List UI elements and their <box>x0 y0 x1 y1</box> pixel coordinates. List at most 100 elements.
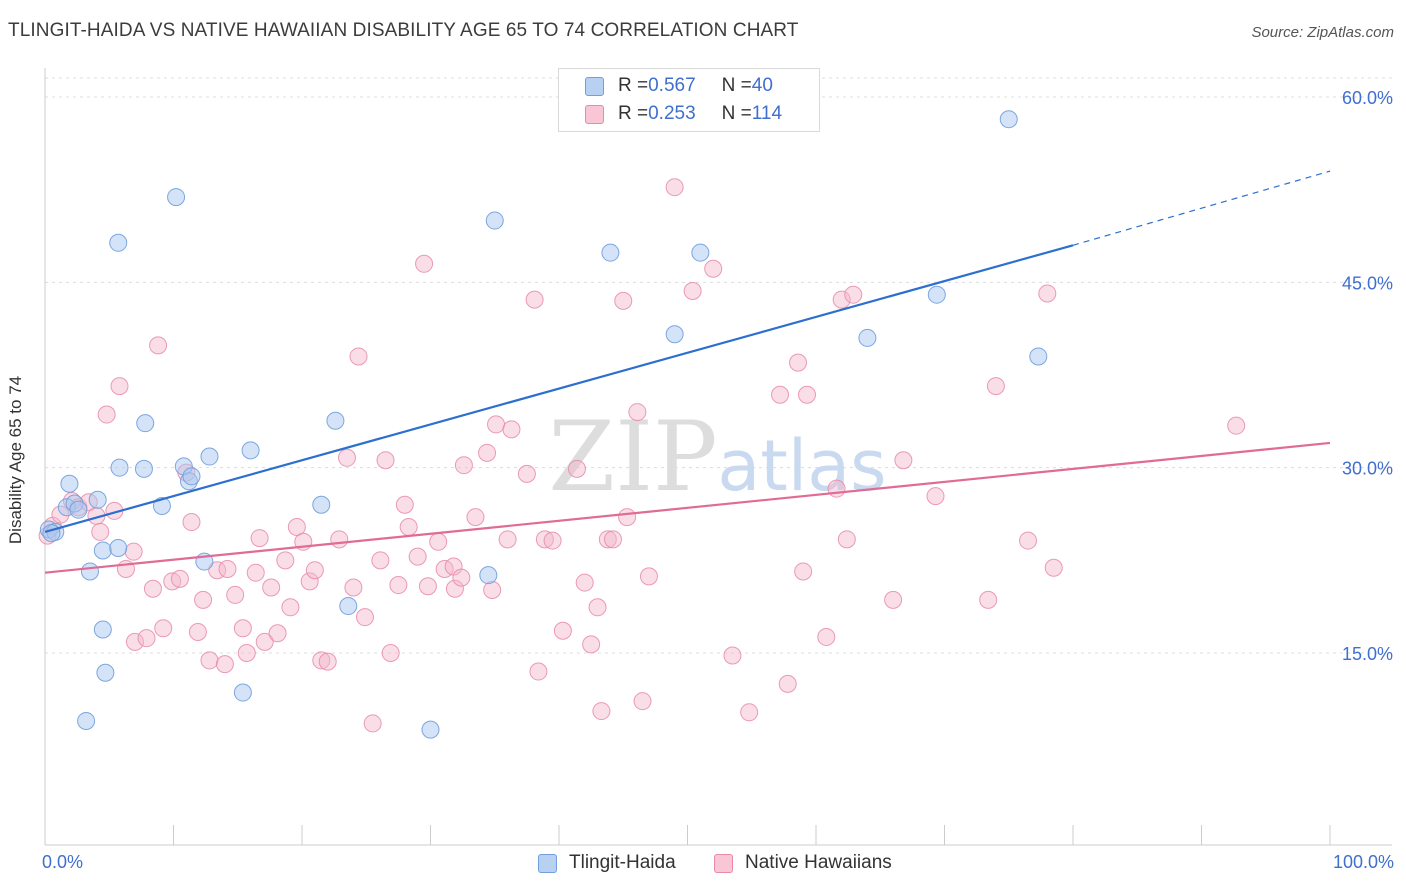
legend-item-native-hawaiians[interactable]: Native Hawaiians <box>714 852 892 874</box>
tlingit-haida-point <box>479 566 498 585</box>
native-hawaiians-point <box>110 377 129 396</box>
native-hawaiians-point <box>614 291 633 310</box>
native-hawaiians-point <box>789 353 808 372</box>
tlingit-haida-points <box>39 110 1048 739</box>
legend-n-label: N = <box>721 75 752 96</box>
legend-item-label: Native Hawaiians <box>745 852 892 873</box>
tlingit-haida-swatch <box>538 853 557 873</box>
y-tick-label: 15.0% <box>1342 644 1393 664</box>
native-hawaiians-point <box>399 517 418 536</box>
native-hawaiians-point <box>429 532 448 551</box>
native-hawaiians-point <box>137 629 156 648</box>
native-hawaiians-point <box>91 522 110 541</box>
tlingit-haida-point <box>241 441 260 460</box>
native-hawaiians-point <box>237 644 256 662</box>
legend-n-label: N = <box>721 103 752 124</box>
native-hawaiians-point <box>794 562 813 581</box>
native-hawaiians-point <box>633 692 652 711</box>
legend-item-tlingit-haida[interactable]: Tlingit-Haida <box>538 852 676 874</box>
tlingit-haida-point <box>167 188 186 207</box>
legend-r-value: 0.567 <box>648 75 696 96</box>
tlingit-haida-point <box>858 328 877 347</box>
y-tick-label: 60.0% <box>1342 88 1393 108</box>
native-hawaiians-point <box>188 622 207 641</box>
native-hawaiians-trendline <box>44 441 1331 574</box>
native-hawaiians-point <box>582 635 601 654</box>
native-hawaiians-point <box>827 479 846 498</box>
tlingit-haida-point <box>80 562 99 581</box>
chart-title: TLINGIT-HAIDA VS NATIVE HAWAIIAN DISABIL… <box>8 20 799 41</box>
native-hawaiians-point <box>233 619 252 638</box>
native-hawaiians-point <box>170 569 189 588</box>
tlingit-haida-point <box>109 538 128 557</box>
native-hawaiians-point <box>330 530 349 549</box>
native-hawaiians-point <box>97 405 116 424</box>
tlingit-haida-point <box>691 243 710 262</box>
tlingit-haida-point <box>312 495 331 514</box>
legend-r-label: R = <box>618 103 649 124</box>
native-hawaiians-swatch <box>714 853 733 873</box>
native-hawaiians-point <box>704 259 723 278</box>
tlingit-haida-point <box>200 447 219 466</box>
native-hawaiians-point <box>979 590 998 609</box>
native-hawaiians-point <box>395 495 414 514</box>
native-hawaiians-point <box>1044 558 1063 577</box>
y-tick-label: 30.0% <box>1342 459 1393 479</box>
tlingit-haida-point <box>999 110 1018 129</box>
tlingit-haida-point <box>339 597 358 616</box>
native-hawaiians-point <box>986 377 1005 396</box>
native-hawaiians-point <box>771 385 790 404</box>
legend-item-label: Tlingit-Haida <box>569 852 676 873</box>
tlingit-haida-point <box>60 474 79 493</box>
native-hawaiians-point <box>844 285 863 304</box>
native-hawaiians-point <box>262 578 281 597</box>
native-hawaiians-point <box>588 598 607 617</box>
tlingit-haida-point <box>93 620 112 639</box>
tlingit-haida-point <box>88 490 107 509</box>
tlingit-haida-point <box>69 500 88 519</box>
native-hawaiians-point <box>337 448 356 467</box>
native-hawaiians-point <box>305 561 324 580</box>
native-hawaiians-point <box>575 573 594 592</box>
native-hawaiians-point <box>454 456 473 475</box>
tlingit-haida-point <box>927 285 946 304</box>
native-hawaiians-point <box>525 290 544 309</box>
axes <box>44 68 1392 846</box>
tlingit-haida-point <box>665 325 684 344</box>
native-hawaiians-point <box>255 632 274 651</box>
native-hawaiians-point <box>1227 416 1246 435</box>
native-hawaiians-point <box>529 662 548 681</box>
native-hawaiians-point <box>884 590 903 609</box>
native-hawaiians-point <box>418 577 437 596</box>
watermark: ZIP atlas <box>548 401 886 513</box>
x-tick-label-min: 0.0% <box>42 852 84 872</box>
native-hawaiians-point <box>740 703 759 722</box>
native-hawaiians-point <box>408 547 427 566</box>
source-label: Source: ZipAtlas.com <box>1251 24 1394 41</box>
native-hawaiians-point <box>318 652 337 671</box>
native-hawaiians-point <box>683 281 702 300</box>
native-hawaiians-point <box>502 420 521 439</box>
tlingit-haida-point <box>134 459 153 478</box>
native-hawaiians-point <box>312 651 331 670</box>
native-hawaiians-point <box>363 714 382 733</box>
tlingit-haida-point <box>326 411 345 430</box>
native-hawaiians-point <box>381 644 400 662</box>
native-hawaiians-point <box>837 530 856 549</box>
native-hawaiians-point <box>452 568 471 587</box>
legend-n-value: 40 <box>751 75 773 96</box>
legend-row-tlingit-haida: R = 0.567 N = 40 <box>585 73 773 99</box>
native-hawaiians-point <box>543 531 562 550</box>
y-tick-labels: 15.0% 30.0% 45.0% 60.0% <box>1342 88 1393 664</box>
native-hawaiians-point <box>287 517 306 536</box>
native-hawaiians-point <box>300 572 319 591</box>
native-hawaiians-point <box>371 551 390 570</box>
legend-r-label: R = <box>618 75 649 96</box>
native-hawaiians-point <box>445 579 464 598</box>
tlingit-haida-point <box>601 243 620 262</box>
watermark-atlas: atlas <box>717 425 886 507</box>
tlingit-haida-point <box>182 467 201 486</box>
series-legend: Tlingit-Haida Native Hawaiians <box>0 852 1406 878</box>
tlingit-haida-point <box>152 496 171 515</box>
